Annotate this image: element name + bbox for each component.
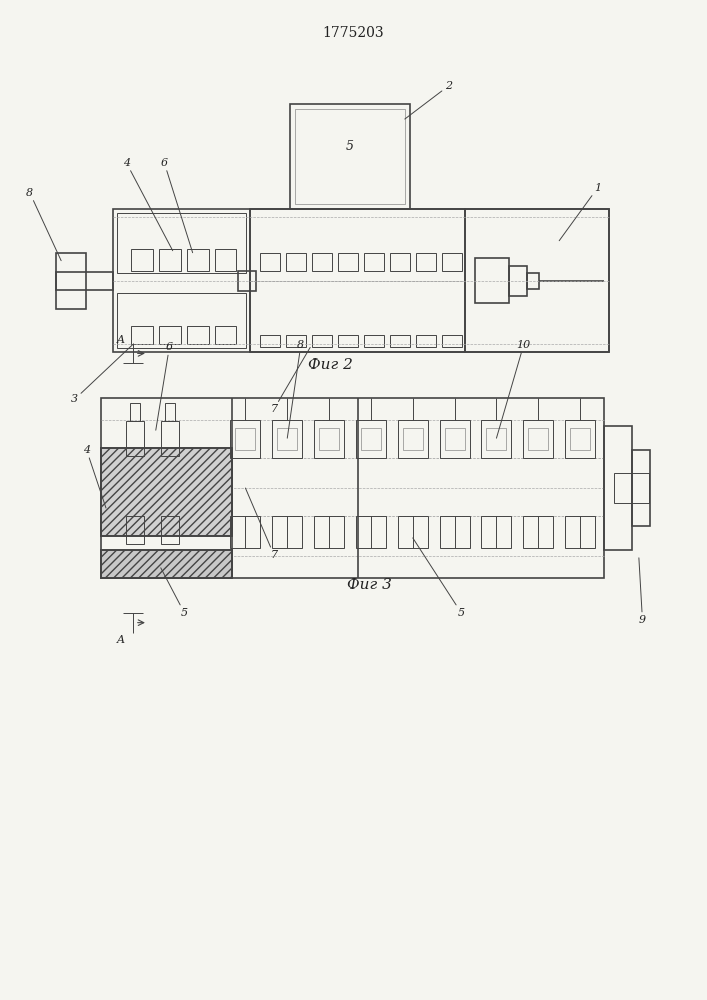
Bar [614, 473, 649, 503]
Bar [56, 253, 86, 309]
Text: 7: 7 [270, 347, 310, 414]
Bar [272, 420, 302, 458]
Bar [570, 428, 590, 450]
Text: 8: 8 [26, 188, 61, 261]
Bar [230, 420, 260, 458]
Bar [117, 293, 247, 348]
Bar [214, 249, 236, 271]
Bar [101, 398, 604, 578]
Bar [356, 516, 386, 548]
Text: 6: 6 [156, 342, 173, 430]
Text: A: A [117, 335, 125, 345]
Bar [131, 249, 153, 271]
Bar [312, 253, 332, 271]
Bar [390, 335, 410, 347]
Bar [286, 335, 306, 347]
Bar [474, 258, 509, 303]
Bar [338, 335, 358, 347]
Bar [230, 516, 260, 548]
Text: 5: 5 [413, 538, 464, 618]
Bar [527, 273, 539, 289]
Bar [250, 209, 464, 352]
Bar [416, 335, 436, 347]
Bar [101, 448, 233, 536]
Bar [113, 209, 609, 352]
Bar [312, 335, 332, 347]
Bar [296, 109, 405, 204]
Text: 5: 5 [160, 568, 188, 618]
Text: Фиг 2: Фиг 2 [308, 358, 353, 372]
Bar [159, 326, 181, 344]
Bar [277, 428, 297, 450]
Text: 2: 2 [405, 81, 452, 119]
Bar [445, 428, 464, 450]
Bar [403, 428, 423, 450]
Text: 5: 5 [346, 140, 354, 153]
Bar [160, 516, 179, 544]
Bar [364, 335, 384, 347]
Bar [101, 550, 233, 578]
Text: 9: 9 [639, 558, 646, 625]
Text: 1: 1 [559, 183, 601, 241]
Bar [509, 266, 527, 296]
Bar [131, 326, 153, 344]
Bar [364, 253, 384, 271]
Bar [126, 516, 144, 544]
Bar [565, 516, 595, 548]
Text: 1775203: 1775203 [322, 26, 384, 40]
Bar [235, 428, 255, 450]
Bar [565, 420, 595, 458]
Bar [160, 421, 179, 456]
Bar [481, 516, 511, 548]
Bar [390, 253, 410, 271]
Bar [56, 272, 113, 290]
Bar [440, 420, 469, 458]
Bar [632, 450, 650, 526]
Bar [214, 326, 236, 344]
Bar [314, 516, 344, 548]
Bar [523, 420, 553, 458]
Bar [260, 253, 280, 271]
Bar [319, 428, 339, 450]
Bar [481, 420, 511, 458]
Bar [361, 428, 381, 450]
Text: 6: 6 [160, 158, 192, 253]
Text: 10: 10 [496, 340, 531, 438]
Text: 7: 7 [245, 488, 277, 560]
Bar [291, 104, 410, 209]
Bar [272, 516, 302, 548]
Bar [440, 516, 469, 548]
Bar [416, 253, 436, 271]
Bar [604, 426, 632, 550]
Bar [238, 271, 257, 291]
Bar [101, 550, 233, 578]
Bar [464, 209, 609, 352]
Text: 3: 3 [71, 344, 133, 404]
Bar [356, 420, 386, 458]
Bar [159, 249, 181, 271]
Bar [442, 335, 462, 347]
Text: 4: 4 [123, 158, 173, 251]
Bar [398, 420, 428, 458]
Bar [338, 253, 358, 271]
Bar [130, 403, 140, 421]
Bar [486, 428, 506, 450]
Bar [165, 403, 175, 421]
Text: 8: 8 [287, 340, 304, 438]
Bar [523, 516, 553, 548]
Bar [187, 249, 209, 271]
Text: Фиг 3: Фиг 3 [348, 578, 392, 592]
Bar [187, 326, 209, 344]
Bar [314, 420, 344, 458]
Bar [101, 448, 233, 536]
Bar [528, 428, 548, 450]
Bar [260, 335, 280, 347]
Text: 4: 4 [83, 445, 106, 508]
Text: A: A [117, 635, 125, 645]
Bar [117, 213, 247, 273]
Bar [398, 516, 428, 548]
Bar [126, 421, 144, 456]
Bar [442, 253, 462, 271]
Bar [286, 253, 306, 271]
